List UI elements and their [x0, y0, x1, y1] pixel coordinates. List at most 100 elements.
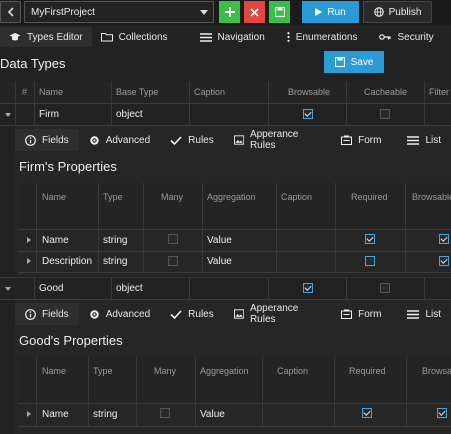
run-button[interactable]: Run — [302, 1, 359, 23]
col-header-cacheable[interactable]: Cacheable — [364, 87, 408, 97]
browsable-checkbox[interactable] — [303, 109, 313, 119]
table-row[interactable] — [18, 404, 451, 426]
save-toolbar-button[interactable] — [269, 1, 290, 23]
col-header-name[interactable]: Name — [42, 366, 67, 376]
subtab-list[interactable]: List — [397, 303, 451, 325]
col-header-browsable[interactable]: Browsable — [412, 192, 451, 202]
cacheable-checkbox[interactable] — [380, 283, 390, 293]
folder-icon — [100, 33, 113, 42]
subtab-advanced[interactable]: Advanced — [79, 129, 160, 151]
play-icon — [315, 8, 323, 16]
aggregation-cell[interactable]: Value — [200, 409, 225, 420]
tab-security[interactable]: Security — [370, 27, 442, 47]
expand-icon[interactable] — [27, 237, 31, 243]
many-checkbox[interactable] — [168, 234, 178, 244]
prop-name-cell[interactable]: Name — [42, 235, 69, 246]
subtab-rules[interactable]: Rules — [160, 303, 224, 325]
col-header-many[interactable]: Many — [161, 192, 184, 202]
props-grid-header — [18, 183, 451, 229]
type-name-cell[interactable]: Good — [39, 283, 64, 294]
subtab-appearance-rules[interactable]: Apperance Rules — [224, 303, 331, 325]
prop-type-cell[interactable]: string — [103, 235, 128, 246]
subtab-fields[interactable]: Fields — [15, 129, 79, 151]
browsable-checkbox[interactable] — [439, 256, 449, 266]
prop-name-cell[interactable]: Name — [42, 409, 69, 420]
tab-navigation[interactable]: Navigation — [191, 27, 274, 47]
col-header-base-type[interactable]: Base Type — [116, 87, 159, 97]
subtab-fields[interactable]: Fields — [15, 303, 79, 325]
subtab-label: Rules — [188, 308, 214, 320]
subtab-label: Apperance Rules — [249, 303, 299, 325]
many-checkbox[interactable] — [160, 408, 170, 418]
grid-divider — [335, 183, 336, 273]
tab-types-editor[interactable]: Types Editor — [0, 27, 92, 47]
publish-button[interactable]: Publish — [363, 1, 432, 23]
col-header-caption[interactable]: Caption — [194, 87, 226, 97]
info-icon — [25, 134, 36, 146]
browsable-checkbox[interactable] — [303, 283, 313, 293]
aggregation-cell[interactable]: Value — [207, 256, 232, 267]
many-checkbox[interactable] — [168, 256, 178, 266]
grid-divider — [346, 278, 347, 299]
subtab-label: Advanced — [105, 308, 151, 320]
col-header-aggregation[interactable]: Aggregation — [207, 192, 256, 202]
browsable-checkbox[interactable] — [439, 234, 449, 244]
tab-enumerations[interactable]: Enumerations — [278, 27, 367, 47]
table-row[interactable] — [18, 230, 451, 251]
image-icon — [233, 309, 244, 319]
tab-collections[interactable]: Collections — [92, 27, 177, 47]
browsable-checkbox[interactable] — [437, 408, 447, 418]
prop-type-cell[interactable]: string — [103, 256, 128, 267]
aggregation-cell[interactable]: Value — [207, 235, 232, 246]
delete-button[interactable] — [244, 1, 265, 23]
base-type-cell[interactable]: object — [116, 109, 143, 120]
key-icon — [379, 34, 392, 40]
subtab-rules[interactable]: Rules — [160, 129, 224, 151]
subtab-list[interactable]: List — [397, 129, 451, 151]
col-header-type[interactable]: Type — [93, 366, 113, 376]
prop-type-cell[interactable]: string — [93, 409, 118, 420]
globe-icon — [373, 7, 384, 17]
required-checkbox[interactable] — [365, 256, 375, 266]
grid-divider — [18, 272, 451, 273]
cacheable-checkbox[interactable] — [380, 109, 390, 119]
save-button[interactable]: Save — [324, 51, 384, 73]
subtab-label: List — [425, 308, 441, 320]
subtab-form[interactable]: Form — [331, 303, 391, 325]
back-button[interactable] — [0, 1, 21, 23]
col-header-required[interactable]: Required — [351, 192, 388, 202]
subtab-form[interactable]: Form — [331, 129, 391, 151]
col-header-caption[interactable]: Caption — [277, 366, 309, 376]
required-checkbox[interactable] — [362, 408, 372, 418]
checkmark-icon — [170, 309, 182, 319]
add-button[interactable] — [219, 1, 240, 23]
col-header-aggregation[interactable]: Aggregation — [200, 366, 249, 376]
expand-icon[interactable] — [27, 411, 31, 417]
subtab-label: Fields — [42, 308, 69, 320]
col-header-filter[interactable]: Filter — [429, 87, 449, 97]
col-header-many[interactable]: Many — [154, 366, 177, 376]
col-header-name[interactable]: Name — [42, 192, 67, 202]
type-name-cell[interactable]: Firm — [39, 109, 59, 120]
subtab-label: Advanced — [105, 134, 151, 146]
tab-label: Navigation — [217, 31, 265, 43]
collapse-icon[interactable] — [5, 287, 11, 291]
firm-properties-title: Firm's Properties — [19, 159, 117, 174]
expand-icon[interactable] — [27, 258, 31, 264]
subtab-appearance-rules[interactable]: Apperance Rules — [224, 129, 331, 151]
col-header-browsable[interactable]: Browsable — [288, 87, 331, 97]
prop-name-cell[interactable]: Description — [42, 256, 93, 267]
col-header-browsable[interactable]: Browsable — [422, 366, 451, 376]
col-header-required[interactable]: Required — [349, 366, 386, 376]
required-checkbox[interactable] — [365, 234, 375, 244]
grid-divider — [111, 278, 112, 299]
project-select[interactable]: MyFirstProject — [24, 1, 214, 23]
subtab-advanced[interactable]: Advanced — [79, 303, 160, 325]
base-type-cell[interactable]: object — [116, 283, 143, 294]
col-header-caption[interactable]: Caption — [281, 192, 313, 202]
grid-divider — [405, 183, 406, 273]
subtab-label: List — [425, 134, 441, 146]
collapse-icon[interactable] — [5, 113, 11, 117]
col-header-type[interactable]: Type — [103, 192, 123, 202]
col-header-name[interactable]: Name — [39, 87, 64, 97]
